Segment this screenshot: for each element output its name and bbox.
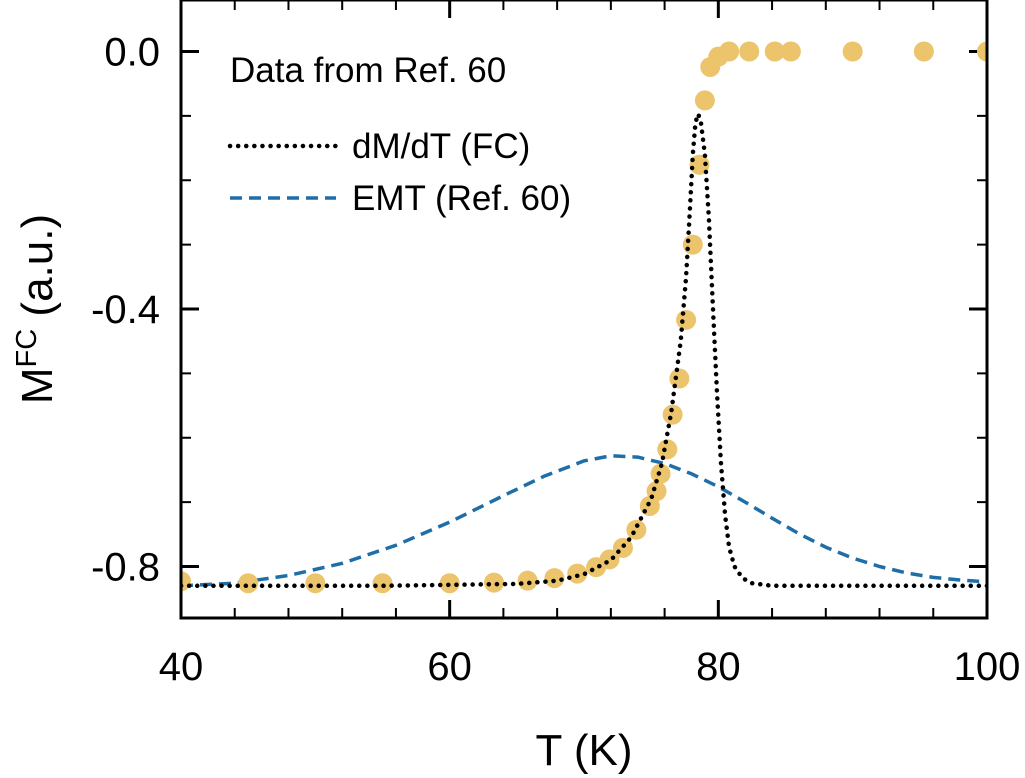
data-point — [977, 41, 987, 62]
minor-ticks — [180, 0, 988, 618]
y-tick-label: -0.4 — [91, 288, 160, 332]
tick-labels: 40 60 80 100 0.0 -0.4 -0.8 — [91, 31, 1020, 690]
data-point — [669, 368, 690, 389]
data-point — [780, 41, 801, 62]
y-axis-label-superscript: FC — [11, 329, 43, 368]
emt-curve — [181, 454, 987, 588]
data-point — [599, 549, 620, 570]
y-axis-label-units: (a.u.) — [13, 214, 62, 329]
data-point — [764, 41, 785, 62]
data-point — [676, 309, 697, 330]
y-axis-label-main: M — [13, 367, 62, 404]
data-point — [483, 572, 504, 593]
x-tick-label: 100 — [954, 645, 1021, 689]
data-point — [238, 573, 259, 594]
data-point — [739, 41, 760, 62]
data-annotation: Data from Ref. 60 — [230, 51, 506, 90]
data-point — [657, 439, 678, 460]
x-tick-label: 60 — [427, 645, 472, 689]
y-axis-label: MFC (a.u.) — [11, 214, 62, 404]
legend-label: EMT (Ref. 60) — [352, 179, 571, 218]
data-point — [544, 568, 565, 589]
data-point — [662, 404, 683, 425]
dmdt-curve — [181, 111, 987, 589]
data-point — [682, 234, 703, 255]
data-point — [372, 573, 393, 594]
major-ticks — [179, 0, 989, 618]
data-point — [626, 519, 647, 540]
data-point — [646, 481, 667, 502]
data-point — [694, 90, 715, 111]
y-tick-label: 0.0 — [104, 31, 160, 75]
x-tick-label: 40 — [159, 645, 204, 689]
data-point — [305, 573, 326, 594]
data-point — [842, 41, 863, 62]
legend-label: dM/dT (FC) — [352, 127, 530, 166]
legend: dM/dT (FC) EMT (Ref. 60) — [227, 127, 571, 218]
data-point — [913, 41, 934, 62]
plot-frame — [179, 0, 989, 620]
plot-content — [181, 41, 987, 594]
y-tick-label: -0.8 — [91, 546, 160, 590]
data-point — [517, 570, 538, 591]
x-axis-label: T (K) — [536, 726, 633, 775]
x-tick-label: 80 — [696, 645, 741, 689]
data-point — [719, 41, 740, 62]
